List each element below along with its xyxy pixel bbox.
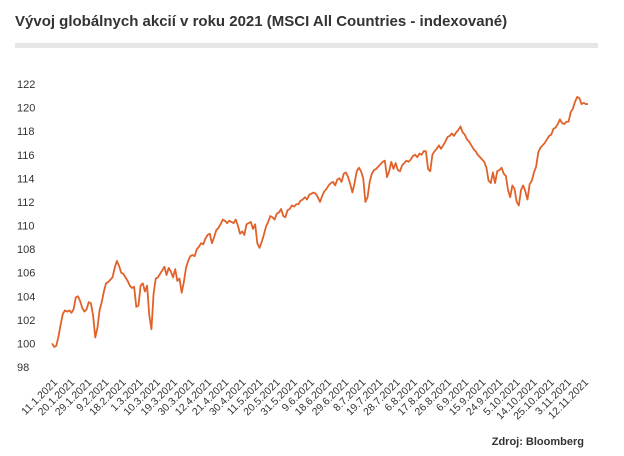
y-tick-label: 102 (17, 315, 35, 327)
source-note: Zdroj: Bloomberg (491, 436, 584, 448)
series-line (51, 96, 588, 348)
y-tick-label: 120 (17, 103, 35, 115)
y-tick-label: 118 (17, 126, 35, 138)
y-tick-label: 106 (17, 268, 35, 280)
y-tick-label: 122 (17, 79, 35, 91)
x-axis: 11.1.202120.1.202129.1.20219.2.202118.2.… (19, 377, 591, 423)
y-axis: 98 100 102 104 106 108 110 112 114 116 118 120 122 (17, 79, 35, 374)
y-tick-label: 116 (17, 150, 35, 162)
y-tick-label: 110 (17, 221, 35, 233)
y-tick-label: 112 (17, 197, 35, 209)
title-divider (15, 43, 598, 48)
series-group (51, 96, 588, 348)
y-tick-label: 98 (17, 362, 29, 374)
y-tick-label: 114 (17, 173, 35, 185)
y-tick-label: 104 (17, 291, 35, 303)
y-tick-label: 108 (17, 244, 35, 256)
chart-title: Vývoj globálnych akcií v roku 2021 (MSCI… (15, 13, 508, 30)
y-tick-label: 100 (17, 338, 35, 350)
